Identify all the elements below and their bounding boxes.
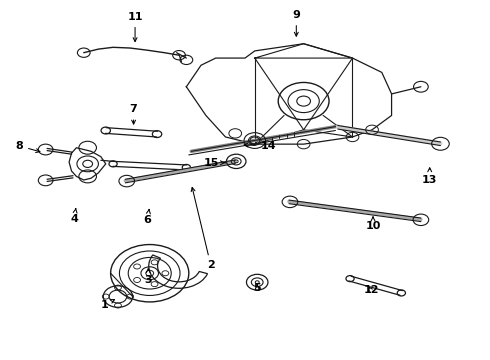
Text: 8: 8 <box>15 141 40 153</box>
Text: 6: 6 <box>144 210 151 225</box>
Text: 13: 13 <box>422 168 438 185</box>
Text: 10: 10 <box>366 217 381 230</box>
Text: 2: 2 <box>191 188 215 270</box>
Text: 1: 1 <box>100 300 115 310</box>
Text: 14: 14 <box>244 140 276 150</box>
Text: 12: 12 <box>363 285 379 296</box>
Text: 5: 5 <box>253 283 261 293</box>
Text: 11: 11 <box>127 12 143 42</box>
Text: 4: 4 <box>70 209 78 224</box>
Text: 7: 7 <box>130 104 138 124</box>
Text: 15: 15 <box>204 158 225 168</box>
Text: 9: 9 <box>293 10 300 36</box>
Text: 3: 3 <box>145 269 152 285</box>
